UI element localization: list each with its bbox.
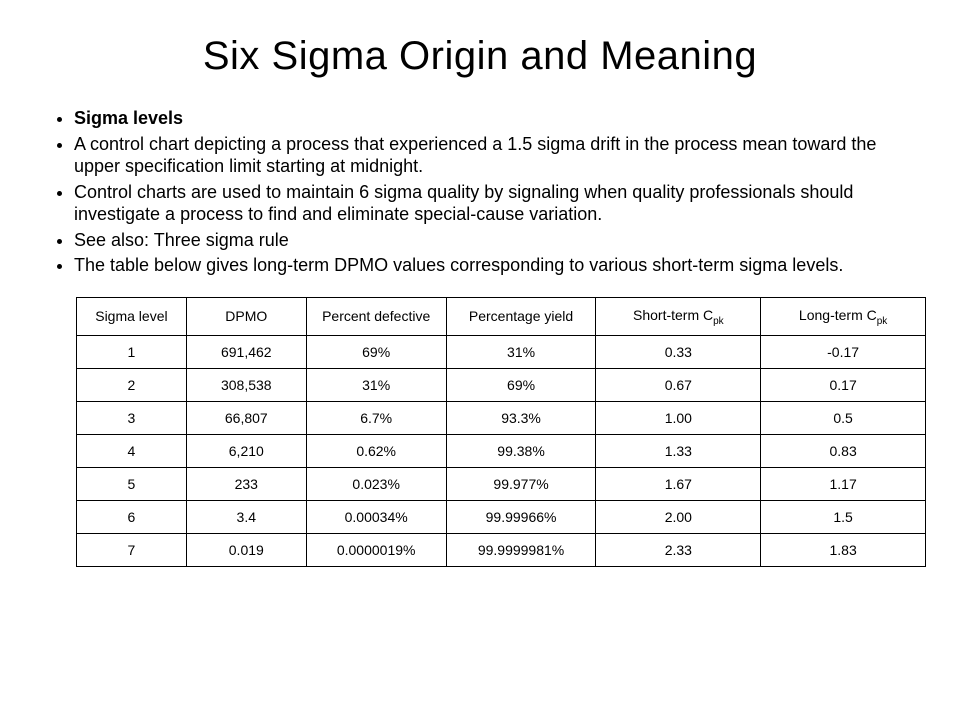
table-cell: 0.33 (596, 336, 761, 369)
col-long-term-cpk: Long-term Cpk (761, 297, 926, 336)
page-title: Six Sigma Origin and Meaning (48, 34, 912, 79)
table-cell: 99.99966% (446, 501, 596, 534)
bullet-item: The table below gives long-term DPMO val… (74, 254, 912, 277)
col-short-term-cpk: Short-term Cpk (596, 297, 761, 336)
table-cell: 0.17 (761, 369, 926, 402)
table-cell: 3 (77, 402, 187, 435)
table-cell: 0.023% (306, 468, 446, 501)
table-cell: 7 (77, 534, 187, 567)
table-cell: 69% (446, 369, 596, 402)
table-cell: 93.3% (446, 402, 596, 435)
slide: Six Sigma Origin and Meaning Sigma level… (0, 0, 960, 720)
table-cell: 0.83 (761, 435, 926, 468)
bullet-item: Sigma levels (74, 107, 912, 130)
table-cell: 0.62% (306, 435, 446, 468)
table-cell: 1.83 (761, 534, 926, 567)
table-cell: 6 (77, 501, 187, 534)
header-text: Short-term C (633, 307, 713, 323)
header-sub: pk (713, 315, 724, 326)
table-cell: 1.17 (761, 468, 926, 501)
header-sub: pk (877, 315, 888, 326)
table-body: 1691,46269%31%0.33-0.172308,53831%69%0.6… (77, 336, 926, 567)
table-header: Sigma level DPMO Percent defective Perce… (77, 297, 926, 336)
table-cell: 1 (77, 336, 187, 369)
bullet-text: Sigma levels (74, 108, 183, 128)
table-cell: 308,538 (186, 369, 306, 402)
header-text: Long-term C (799, 307, 877, 323)
bullet-text: Control charts are used to maintain 6 si… (74, 182, 853, 225)
table-cell: 5 (77, 468, 187, 501)
table-row: 52330.023%99.977%1.671.17 (77, 468, 926, 501)
col-percent-defective: Percent defective (306, 297, 446, 336)
bullet-item: Control charts are used to maintain 6 si… (74, 181, 912, 226)
table-row: 46,2100.62%99.38%1.330.83 (77, 435, 926, 468)
col-percentage-yield: Percentage yield (446, 297, 596, 336)
table-cell: 2.00 (596, 501, 761, 534)
table-cell: 233 (186, 468, 306, 501)
table-cell: 4 (77, 435, 187, 468)
table-cell: 99.9999981% (446, 534, 596, 567)
table-cell: 1.5 (761, 501, 926, 534)
table-cell: 691,462 (186, 336, 306, 369)
table-cell: 6,210 (186, 435, 306, 468)
header-text: DPMO (225, 308, 267, 324)
table-cell: 2.33 (596, 534, 761, 567)
bullet-text: A control chart depicting a process that… (74, 134, 876, 177)
header-text: Sigma level (95, 308, 167, 324)
table-cell: 0.00034% (306, 501, 446, 534)
table-cell: 1.33 (596, 435, 761, 468)
table-cell: 0.019 (186, 534, 306, 567)
table-cell: 1.67 (596, 468, 761, 501)
bullet-text: See also: Three sigma rule (74, 230, 289, 250)
table-row: 63.40.00034%99.99966%2.001.5 (77, 501, 926, 534)
table-cell: 3.4 (186, 501, 306, 534)
table-cell: 66,807 (186, 402, 306, 435)
bullet-text: The table below gives long-term DPMO val… (74, 255, 843, 275)
table-cell: 69% (306, 336, 446, 369)
header-text: Percentage yield (469, 308, 573, 324)
table-cell: 1.00 (596, 402, 761, 435)
table-cell: 99.38% (446, 435, 596, 468)
table-cell: 0.67 (596, 369, 761, 402)
bullet-item: A control chart depicting a process that… (74, 133, 912, 178)
bullet-item: See also: Three sigma rule (74, 229, 912, 252)
header-text: Percent defective (322, 308, 430, 324)
col-dpmo: DPMO (186, 297, 306, 336)
table-row: 2308,53831%69%0.670.17 (77, 369, 926, 402)
table-cell: -0.17 (761, 336, 926, 369)
col-sigma-level: Sigma level (77, 297, 187, 336)
table-row: 70.0190.0000019%99.9999981%2.331.83 (77, 534, 926, 567)
table-header-row: Sigma level DPMO Percent defective Perce… (77, 297, 926, 336)
table-cell: 2 (77, 369, 187, 402)
table-row: 366,8076.7%93.3%1.000.5 (77, 402, 926, 435)
bullet-list: Sigma levels A control chart depicting a… (48, 107, 912, 277)
table-cell: 99.977% (446, 468, 596, 501)
table-cell: 31% (446, 336, 596, 369)
table-cell: 31% (306, 369, 446, 402)
table-cell: 0.0000019% (306, 534, 446, 567)
sigma-table: Sigma level DPMO Percent defective Perce… (76, 297, 926, 568)
table-cell: 0.5 (761, 402, 926, 435)
table-row: 1691,46269%31%0.33-0.17 (77, 336, 926, 369)
table-cell: 6.7% (306, 402, 446, 435)
